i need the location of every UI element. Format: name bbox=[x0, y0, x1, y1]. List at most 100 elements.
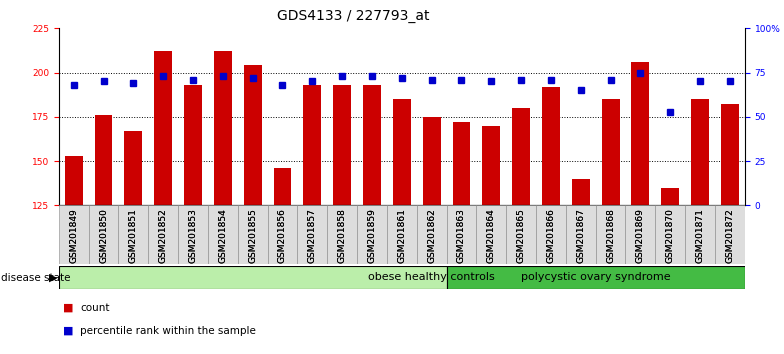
Text: ■: ■ bbox=[63, 326, 73, 336]
Text: GSM201850: GSM201850 bbox=[99, 208, 108, 263]
Text: GSM201871: GSM201871 bbox=[695, 208, 705, 263]
Bar bbox=[154, 51, 172, 205]
Bar bbox=[417, 205, 447, 264]
Bar bbox=[297, 205, 327, 264]
Text: GDS4133 / 227793_at: GDS4133 / 227793_at bbox=[277, 9, 429, 23]
Text: GSM201858: GSM201858 bbox=[338, 208, 347, 263]
Text: GSM201851: GSM201851 bbox=[129, 208, 138, 263]
Text: GSM201857: GSM201857 bbox=[308, 208, 317, 263]
Bar bbox=[148, 205, 178, 264]
Text: GSM201864: GSM201864 bbox=[487, 208, 495, 263]
Text: GSM201870: GSM201870 bbox=[666, 208, 675, 263]
Bar bbox=[59, 205, 89, 264]
Bar bbox=[626, 205, 655, 264]
Text: GSM201869: GSM201869 bbox=[636, 208, 645, 263]
Text: GSM201861: GSM201861 bbox=[397, 208, 406, 263]
Bar bbox=[178, 205, 208, 264]
Bar bbox=[95, 115, 112, 205]
Text: GSM201852: GSM201852 bbox=[158, 208, 168, 263]
Text: obese healthy controls: obese healthy controls bbox=[368, 272, 495, 282]
Text: percentile rank within the sample: percentile rank within the sample bbox=[80, 326, 256, 336]
Bar bbox=[601, 99, 619, 205]
Bar bbox=[208, 205, 238, 264]
Text: GSM201851: GSM201851 bbox=[129, 208, 138, 263]
Text: GSM201863: GSM201863 bbox=[457, 208, 466, 263]
Text: GSM201858: GSM201858 bbox=[338, 208, 347, 263]
Bar bbox=[536, 205, 566, 264]
Text: GSM201864: GSM201864 bbox=[487, 208, 495, 263]
Bar bbox=[423, 117, 441, 205]
Bar bbox=[721, 104, 739, 205]
Text: GSM201872: GSM201872 bbox=[725, 208, 735, 263]
Bar bbox=[118, 205, 148, 264]
Text: GSM201852: GSM201852 bbox=[158, 208, 168, 263]
Bar bbox=[447, 266, 745, 289]
Text: GSM201866: GSM201866 bbox=[546, 208, 555, 263]
Bar bbox=[59, 266, 447, 289]
Text: GSM201853: GSM201853 bbox=[188, 208, 198, 263]
Text: ▶: ▶ bbox=[49, 273, 57, 283]
Text: GSM201861: GSM201861 bbox=[397, 208, 406, 263]
Text: GSM201863: GSM201863 bbox=[457, 208, 466, 263]
Bar bbox=[65, 156, 82, 205]
Bar bbox=[631, 62, 649, 205]
Bar bbox=[482, 126, 500, 205]
Bar bbox=[447, 205, 477, 264]
Text: GSM201865: GSM201865 bbox=[517, 208, 525, 263]
Bar bbox=[715, 205, 745, 264]
Text: GSM201866: GSM201866 bbox=[546, 208, 555, 263]
Text: GSM201859: GSM201859 bbox=[368, 208, 376, 263]
Text: GSM201862: GSM201862 bbox=[427, 208, 436, 263]
Bar bbox=[572, 179, 590, 205]
Bar bbox=[357, 205, 387, 264]
Text: GSM201862: GSM201862 bbox=[427, 208, 436, 263]
Bar bbox=[238, 205, 267, 264]
Text: disease state: disease state bbox=[1, 273, 71, 283]
Bar bbox=[655, 205, 685, 264]
Bar bbox=[333, 85, 351, 205]
Text: GSM201855: GSM201855 bbox=[249, 208, 257, 263]
Text: GSM201856: GSM201856 bbox=[278, 208, 287, 263]
Bar bbox=[184, 85, 202, 205]
Bar bbox=[89, 205, 118, 264]
Bar bbox=[542, 87, 560, 205]
Bar bbox=[477, 205, 506, 264]
Bar bbox=[214, 51, 232, 205]
Text: GSM201853: GSM201853 bbox=[188, 208, 198, 263]
Bar bbox=[506, 205, 536, 264]
Text: GSM201867: GSM201867 bbox=[576, 208, 586, 263]
Text: GSM201849: GSM201849 bbox=[69, 208, 78, 263]
Text: GSM201870: GSM201870 bbox=[666, 208, 675, 263]
Text: GSM201854: GSM201854 bbox=[218, 208, 227, 263]
Bar bbox=[566, 205, 596, 264]
Bar bbox=[691, 99, 709, 205]
Text: GSM201855: GSM201855 bbox=[249, 208, 257, 263]
Text: count: count bbox=[80, 303, 110, 313]
Text: GSM201856: GSM201856 bbox=[278, 208, 287, 263]
Text: GSM201868: GSM201868 bbox=[606, 208, 615, 263]
Text: polycystic ovary syndrome: polycystic ovary syndrome bbox=[521, 272, 670, 282]
Text: GSM201872: GSM201872 bbox=[725, 208, 735, 263]
Text: GSM201850: GSM201850 bbox=[99, 208, 108, 263]
Bar bbox=[661, 188, 679, 205]
Bar bbox=[244, 65, 262, 205]
Text: GSM201865: GSM201865 bbox=[517, 208, 525, 263]
Bar bbox=[303, 85, 321, 205]
Text: GSM201868: GSM201868 bbox=[606, 208, 615, 263]
Text: ■: ■ bbox=[63, 303, 73, 313]
Bar bbox=[125, 131, 143, 205]
Bar bbox=[512, 108, 530, 205]
Bar bbox=[452, 122, 470, 205]
Text: GSM201857: GSM201857 bbox=[308, 208, 317, 263]
Text: GSM201871: GSM201871 bbox=[695, 208, 705, 263]
Text: GSM201859: GSM201859 bbox=[368, 208, 376, 263]
Bar bbox=[596, 205, 626, 264]
Text: GSM201849: GSM201849 bbox=[69, 208, 78, 263]
Bar bbox=[267, 205, 297, 264]
Bar bbox=[387, 205, 417, 264]
Bar bbox=[327, 205, 357, 264]
Bar bbox=[274, 168, 292, 205]
Bar bbox=[393, 99, 411, 205]
Bar bbox=[363, 85, 381, 205]
Text: GSM201869: GSM201869 bbox=[636, 208, 645, 263]
